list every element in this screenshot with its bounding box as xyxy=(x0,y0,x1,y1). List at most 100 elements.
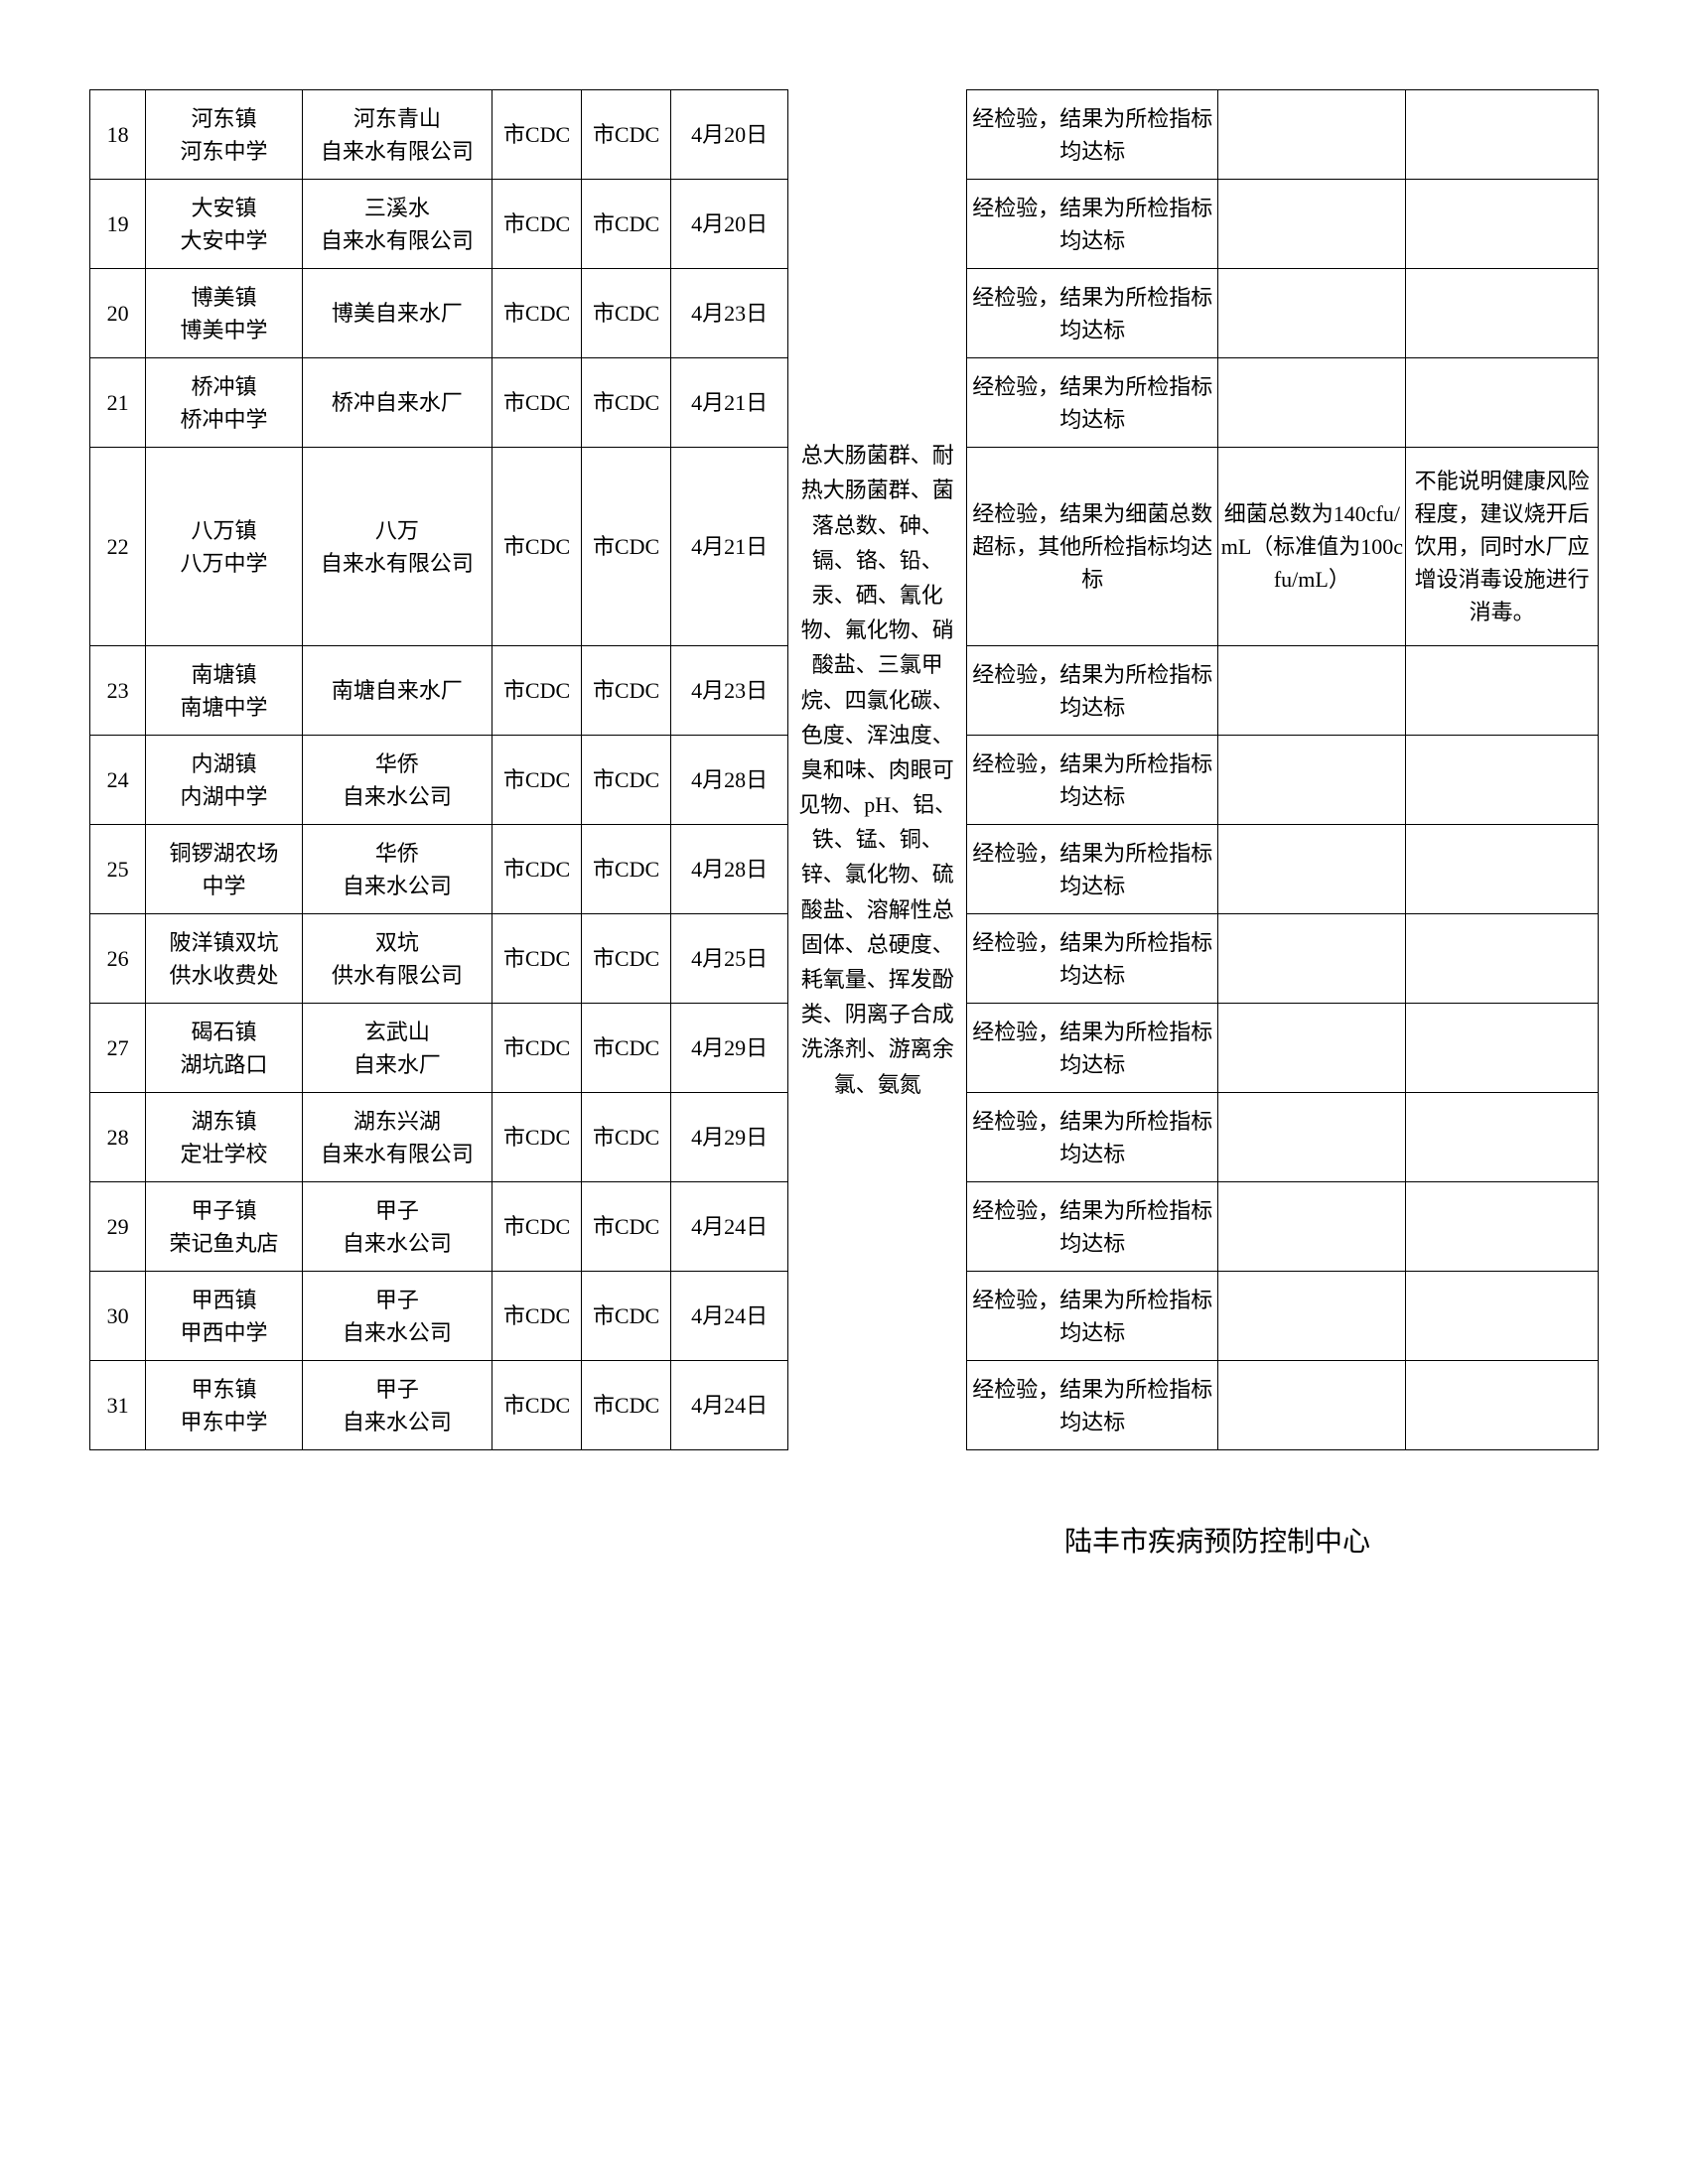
location-line2: 博美中学 xyxy=(148,314,300,346)
cell-location: 大安镇大安中学 xyxy=(146,180,303,269)
cell-cdc1: 市CDC xyxy=(492,358,582,448)
cell-result: 经检验，结果为所检指标均达标 xyxy=(967,1182,1218,1272)
location-line2: 大安中学 xyxy=(148,224,300,257)
location-line1: 碣石镇 xyxy=(148,1016,300,1048)
location-line2: 河东中学 xyxy=(148,135,300,168)
table-body: 18河东镇河东中学河东青山自来水有限公司市CDC市CDC4月20日总大肠菌群、耐… xyxy=(90,90,1599,1450)
location-line2: 南塘中学 xyxy=(148,691,300,724)
cell-date: 4月21日 xyxy=(671,358,788,448)
location-line1: 湖东镇 xyxy=(148,1105,300,1138)
cell-location: 铜锣湖农场中学 xyxy=(146,825,303,914)
location-line2: 定壮学校 xyxy=(148,1138,300,1170)
location-line2: 甲西中学 xyxy=(148,1316,300,1349)
supplier-line2: 自来水公司 xyxy=(305,1406,490,1438)
cell-supplier: 桥冲自来水厂 xyxy=(302,358,492,448)
supplier-line2: 自来水公司 xyxy=(305,1316,490,1349)
cell-result: 经检验，结果为所检指标均达标 xyxy=(967,1004,1218,1093)
supplier-line1: 博美自来水厂 xyxy=(305,297,490,330)
cell-date: 4月23日 xyxy=(671,269,788,358)
cell-location: 甲子镇荣记鱼丸店 xyxy=(146,1182,303,1272)
location-line1: 大安镇 xyxy=(148,192,300,224)
cell-cdc2: 市CDC xyxy=(582,1361,671,1450)
cell-supplier: 河东青山自来水有限公司 xyxy=(302,90,492,180)
cell-result: 经检验，结果为所检指标均达标 xyxy=(967,358,1218,448)
cell-index: 31 xyxy=(90,1361,146,1450)
location-line2: 中学 xyxy=(148,870,300,902)
cell-cdc1: 市CDC xyxy=(492,646,582,736)
cell-cdc2: 市CDC xyxy=(582,180,671,269)
cell-cdc2: 市CDC xyxy=(582,448,671,646)
cell-cdc2: 市CDC xyxy=(582,1182,671,1272)
cell-note xyxy=(1218,1182,1406,1272)
cell-note xyxy=(1218,825,1406,914)
cell-supplier: 双坑供水有限公司 xyxy=(302,914,492,1004)
cell-cdc2: 市CDC xyxy=(582,358,671,448)
cell-result: 经检验，结果为所检指标均达标 xyxy=(967,269,1218,358)
location-line1: 铜锣湖农场 xyxy=(148,837,300,870)
cell-index: 21 xyxy=(90,358,146,448)
location-line2: 供水收费处 xyxy=(148,959,300,992)
cell-result: 经检验，结果为所检指标均达标 xyxy=(967,1272,1218,1361)
cell-note xyxy=(1218,646,1406,736)
supplier-line2: 自来水有限公司 xyxy=(305,224,490,257)
supplier-line1: 湖东兴湖 xyxy=(305,1105,490,1138)
cell-cdc1: 市CDC xyxy=(492,914,582,1004)
cell-location: 八万镇八万中学 xyxy=(146,448,303,646)
cell-note xyxy=(1218,1093,1406,1182)
location-line2: 桥冲中学 xyxy=(148,403,300,436)
cell-date: 4月20日 xyxy=(671,180,788,269)
supplier-line1: 华侨 xyxy=(305,837,490,870)
cell-cdc2: 市CDC xyxy=(582,914,671,1004)
cell-date: 4月20日 xyxy=(671,90,788,180)
cell-recommendation xyxy=(1406,180,1599,269)
footer-signature: 陆丰市疾病预防控制中心 xyxy=(89,1520,1599,1560)
cell-result: 经检验，结果为所检指标均达标 xyxy=(967,736,1218,825)
cell-supplier: 博美自来水厂 xyxy=(302,269,492,358)
cell-supplier: 甲子自来水公司 xyxy=(302,1182,492,1272)
location-line2: 八万中学 xyxy=(148,547,300,580)
cell-location: 南塘镇南塘中学 xyxy=(146,646,303,736)
table-row: 18河东镇河东中学河东青山自来水有限公司市CDC市CDC4月20日总大肠菌群、耐… xyxy=(90,90,1599,180)
cell-cdc2: 市CDC xyxy=(582,825,671,914)
cell-cdc1: 市CDC xyxy=(492,269,582,358)
cell-recommendation xyxy=(1406,1361,1599,1450)
cell-index: 25 xyxy=(90,825,146,914)
location-line2: 湖坑路口 xyxy=(148,1048,300,1081)
cell-recommendation xyxy=(1406,914,1599,1004)
table-container: 18河东镇河东中学河东青山自来水有限公司市CDC市CDC4月20日总大肠菌群、耐… xyxy=(89,89,1599,1450)
cell-index: 26 xyxy=(90,914,146,1004)
cell-location: 碣石镇湖坑路口 xyxy=(146,1004,303,1093)
supplier-line1: 八万 xyxy=(305,514,490,547)
cell-date: 4月28日 xyxy=(671,825,788,914)
supplier-line1: 河东青山 xyxy=(305,102,490,135)
cell-cdc1: 市CDC xyxy=(492,1361,582,1450)
supplier-line2: 自来水公司 xyxy=(305,780,490,813)
cell-index: 22 xyxy=(90,448,146,646)
cell-note xyxy=(1218,1361,1406,1450)
cell-recommendation xyxy=(1406,736,1599,825)
cell-index: 29 xyxy=(90,1182,146,1272)
supplier-line2: 供水有限公司 xyxy=(305,959,490,992)
cell-result: 经检验，结果为所检指标均达标 xyxy=(967,1093,1218,1182)
location-line1: 内湖镇 xyxy=(148,748,300,780)
cell-date: 4月25日 xyxy=(671,914,788,1004)
cell-supplier: 华侨自来水公司 xyxy=(302,825,492,914)
cell-index: 19 xyxy=(90,180,146,269)
cell-location: 河东镇河东中学 xyxy=(146,90,303,180)
cell-cdc2: 市CDC xyxy=(582,269,671,358)
cell-note xyxy=(1218,914,1406,1004)
cell-cdc2: 市CDC xyxy=(582,90,671,180)
supplier-line2: 自来水厂 xyxy=(305,1048,490,1081)
supplier-line1: 甲子 xyxy=(305,1194,490,1227)
cell-recommendation xyxy=(1406,1182,1599,1272)
supplier-line2: 自来水有限公司 xyxy=(305,1138,490,1170)
cell-test-items: 总大肠菌群、耐热大肠菌群、菌落总数、砷、镉、铬、铅、汞、硒、氰化物、氟化物、硝酸… xyxy=(788,90,967,1450)
cell-cdc1: 市CDC xyxy=(492,1272,582,1361)
supplier-line1: 桥冲自来水厂 xyxy=(305,386,490,419)
supplier-line1: 双坑 xyxy=(305,926,490,959)
cell-note xyxy=(1218,1004,1406,1093)
cell-cdc1: 市CDC xyxy=(492,448,582,646)
cell-recommendation xyxy=(1406,90,1599,180)
location-line1: 博美镇 xyxy=(148,281,300,314)
cell-location: 桥冲镇桥冲中学 xyxy=(146,358,303,448)
